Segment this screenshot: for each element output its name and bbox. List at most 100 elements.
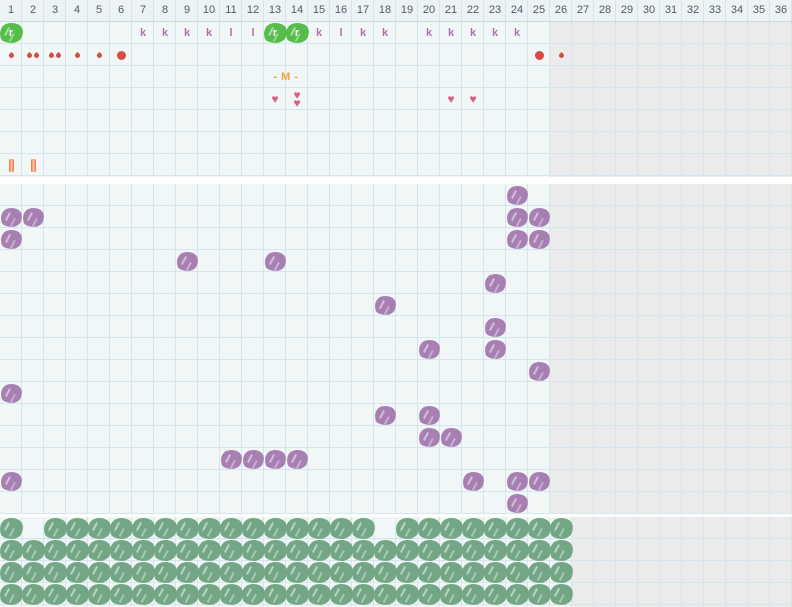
sage-plant-icon[interactable] xyxy=(22,540,45,561)
sage-plant-icon[interactable] xyxy=(286,562,309,583)
sage-plant-icon[interactable] xyxy=(132,562,155,583)
sage-plant-icon[interactable] xyxy=(22,584,45,605)
sage-plant-icon[interactable] xyxy=(66,584,89,605)
green-plant-icon[interactable]: r xyxy=(264,23,287,43)
sage-plant-icon[interactable] xyxy=(462,540,485,561)
sage-plant-icon[interactable] xyxy=(176,518,199,539)
sage-plant-icon[interactable] xyxy=(242,562,265,583)
purple-plant-icon[interactable] xyxy=(419,428,440,447)
sage-plant-icon[interactable] xyxy=(462,518,485,539)
purple-plant-icon[interactable] xyxy=(1,230,22,249)
sage-plant-icon[interactable] xyxy=(462,562,485,583)
sage-plant-icon[interactable] xyxy=(550,584,573,605)
sage-plant-icon[interactable] xyxy=(286,518,309,539)
sage-plant-icon[interactable] xyxy=(528,518,551,539)
sage-plant-icon[interactable] xyxy=(110,518,133,539)
purple-plant-icon[interactable] xyxy=(221,450,242,469)
purple-plant-icon[interactable] xyxy=(1,384,22,403)
sage-plant-icon[interactable] xyxy=(484,518,507,539)
purple-plant-icon[interactable] xyxy=(529,230,550,249)
sage-plant-icon[interactable] xyxy=(66,562,89,583)
section-bottom[interactable] xyxy=(0,517,792,607)
sage-plant-icon[interactable] xyxy=(88,584,111,605)
purple-plant-icon[interactable] xyxy=(529,362,550,381)
sage-plant-icon[interactable] xyxy=(132,584,155,605)
sage-plant-icon[interactable] xyxy=(220,584,243,605)
sage-plant-icon[interactable] xyxy=(528,540,551,561)
sage-plant-icon[interactable] xyxy=(506,540,529,561)
sage-plant-icon[interactable] xyxy=(396,584,419,605)
sage-plant-icon[interactable] xyxy=(374,584,397,605)
sage-plant-icon[interactable] xyxy=(242,518,265,539)
sage-plant-icon[interactable] xyxy=(154,518,177,539)
purple-plant-icon[interactable] xyxy=(243,450,264,469)
sage-plant-icon[interactable] xyxy=(396,518,419,539)
sage-plant-icon[interactable] xyxy=(352,562,375,583)
sage-plant-icon[interactable] xyxy=(484,540,507,561)
purple-plant-icon[interactable] xyxy=(265,450,286,469)
sage-plant-icon[interactable] xyxy=(198,518,221,539)
sage-plant-icon[interactable] xyxy=(396,540,419,561)
sage-plant-icon[interactable] xyxy=(286,584,309,605)
sage-plant-icon[interactable] xyxy=(528,562,551,583)
sage-plant-icon[interactable] xyxy=(198,540,221,561)
sage-plant-icon[interactable] xyxy=(440,540,463,561)
sage-plant-icon[interactable] xyxy=(242,540,265,561)
purple-plant-icon[interactable] xyxy=(177,252,198,271)
sage-plant-icon[interactable] xyxy=(374,562,397,583)
sage-plant-icon[interactable] xyxy=(0,584,23,605)
sage-plant-icon[interactable] xyxy=(550,562,573,583)
sage-plant-icon[interactable] xyxy=(176,584,199,605)
purple-plant-icon[interactable] xyxy=(485,318,506,337)
sage-plant-icon[interactable] xyxy=(110,584,133,605)
purple-plant-icon[interactable] xyxy=(419,406,440,425)
purple-plant-icon[interactable] xyxy=(441,428,462,447)
purple-plant-icon[interactable] xyxy=(507,186,528,205)
sage-plant-icon[interactable] xyxy=(330,518,353,539)
sage-plant-icon[interactable] xyxy=(506,584,529,605)
sage-plant-icon[interactable] xyxy=(0,540,23,561)
sage-plant-icon[interactable] xyxy=(528,584,551,605)
purple-plant-icon[interactable] xyxy=(485,274,506,293)
sage-plant-icon[interactable] xyxy=(0,518,23,539)
sage-plant-icon[interactable] xyxy=(88,562,111,583)
sage-plant-icon[interactable] xyxy=(110,562,133,583)
sage-plant-icon[interactable] xyxy=(352,540,375,561)
purple-plant-icon[interactable] xyxy=(463,472,484,491)
sage-plant-icon[interactable] xyxy=(330,584,353,605)
purple-plant-icon[interactable] xyxy=(485,340,506,359)
sage-plant-icon[interactable] xyxy=(264,562,287,583)
purple-plant-icon[interactable] xyxy=(507,494,528,513)
purple-plant-icon[interactable] xyxy=(507,230,528,249)
sage-plant-icon[interactable] xyxy=(88,518,111,539)
purple-plant-icon[interactable] xyxy=(265,252,286,271)
purple-plant-icon[interactable] xyxy=(507,208,528,227)
sage-plant-icon[interactable] xyxy=(418,562,441,583)
sage-plant-icon[interactable] xyxy=(22,562,45,583)
sage-plant-icon[interactable] xyxy=(330,562,353,583)
sage-plant-icon[interactable] xyxy=(330,540,353,561)
sage-plant-icon[interactable] xyxy=(198,562,221,583)
sage-plant-icon[interactable] xyxy=(484,562,507,583)
purple-plant-icon[interactable] xyxy=(1,472,22,491)
purple-plant-icon[interactable] xyxy=(23,208,44,227)
purple-plant-icon[interactable] xyxy=(529,472,550,491)
purple-plant-icon[interactable] xyxy=(507,472,528,491)
section-middle[interactable] xyxy=(0,184,792,514)
sage-plant-icon[interactable] xyxy=(484,584,507,605)
sage-plant-icon[interactable] xyxy=(352,518,375,539)
sage-plant-icon[interactable] xyxy=(154,584,177,605)
sage-plant-icon[interactable] xyxy=(396,562,419,583)
purple-plant-icon[interactable] xyxy=(287,450,308,469)
sage-plant-icon[interactable] xyxy=(506,518,529,539)
sage-plant-icon[interactable] xyxy=(264,584,287,605)
green-plant-icon[interactable]: r xyxy=(0,23,23,43)
sage-plant-icon[interactable] xyxy=(440,518,463,539)
sage-plant-icon[interactable] xyxy=(418,584,441,605)
sage-plant-icon[interactable] xyxy=(374,540,397,561)
sage-plant-icon[interactable] xyxy=(308,540,331,561)
sage-plant-icon[interactable] xyxy=(308,584,331,605)
sage-plant-icon[interactable] xyxy=(440,562,463,583)
sage-plant-icon[interactable] xyxy=(88,540,111,561)
sage-plant-icon[interactable] xyxy=(44,518,67,539)
